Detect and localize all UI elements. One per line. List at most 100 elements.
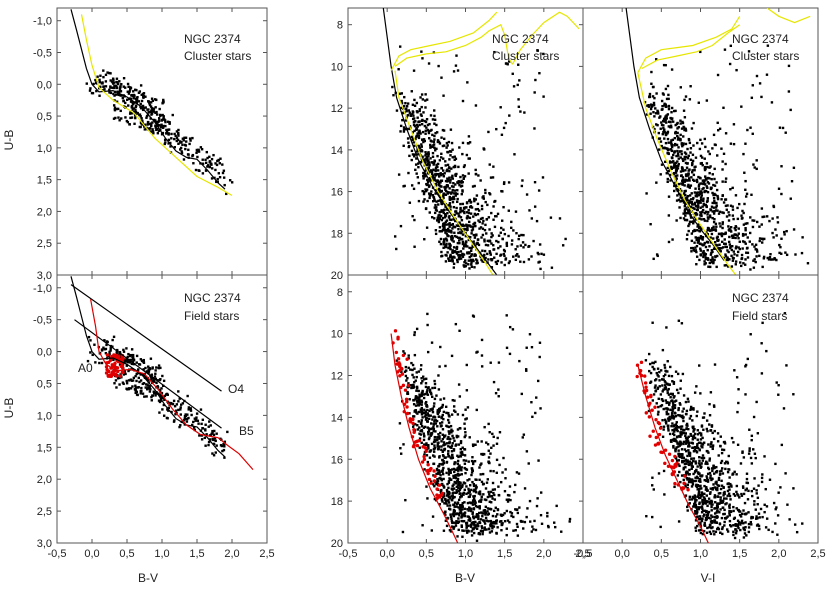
star-point: [438, 477, 441, 480]
star-point: [135, 361, 138, 364]
star-point: [696, 229, 699, 232]
star-point: [422, 435, 426, 438]
star-point: [422, 396, 426, 400]
star-point: [444, 405, 448, 408]
star-point: [649, 371, 653, 375]
star-point: [155, 98, 158, 102]
star-point: [648, 362, 652, 366]
star-point: [671, 429, 674, 432]
star-point: [418, 129, 421, 132]
star-point: [486, 443, 490, 446]
star-point: [475, 242, 478, 245]
star-point: [489, 523, 492, 526]
star-point: [742, 223, 746, 226]
star-point: [460, 494, 463, 498]
star-point: [413, 144, 416, 148]
star-point: [444, 179, 448, 183]
star-point: [130, 94, 133, 97]
star-point: [211, 167, 214, 170]
star-point: [431, 407, 434, 410]
star-point: [500, 189, 503, 193]
star-point: [140, 117, 143, 120]
star-point: [436, 469, 439, 472]
star-point: [664, 116, 667, 119]
star-point: [457, 482, 461, 485]
star-point: [706, 213, 709, 216]
star-point: [691, 159, 695, 163]
star-point: [686, 454, 689, 458]
star-point: [132, 97, 135, 100]
star-point: [421, 138, 424, 142]
x-tick-label: 1,5: [497, 548, 512, 560]
star-point: [451, 148, 454, 151]
star-point: [674, 427, 678, 430]
star-point: [491, 481, 495, 485]
star-point: [421, 380, 424, 383]
star-point: [448, 245, 451, 248]
star-point: [456, 501, 460, 504]
star-point: [453, 501, 457, 504]
star-point: [150, 373, 154, 376]
star-point: [787, 64, 791, 68]
star-point: [197, 422, 200, 425]
star-point: [435, 163, 438, 167]
star-point: [450, 141, 454, 145]
star-point: [460, 193, 463, 196]
star-point: [737, 227, 740, 230]
star-point: [412, 403, 416, 406]
star-point: [398, 422, 402, 425]
star-point: [654, 107, 657, 110]
star-point: [690, 485, 694, 488]
star-point: [792, 228, 796, 231]
star-point: [167, 406, 171, 410]
star-point: [214, 162, 217, 165]
star-point: [104, 80, 108, 83]
y-tick-label: -0,5: [33, 48, 52, 60]
star-point: [465, 525, 468, 528]
star-point: [688, 168, 691, 171]
star-point: [436, 478, 439, 481]
star-point: [744, 526, 747, 529]
member-points: [391, 329, 444, 500]
star-point: [441, 463, 444, 466]
star-point: [426, 123, 430, 127]
star-point: [489, 176, 493, 179]
star-point: [428, 390, 432, 393]
star-point: [699, 50, 702, 54]
star-point: [452, 255, 455, 258]
star-point: [435, 131, 439, 134]
star-point: [407, 109, 411, 112]
star-point: [150, 107, 154, 110]
star-point: [150, 378, 153, 382]
star-point: [746, 222, 749, 225]
star-point: [497, 361, 501, 364]
star-point: [440, 136, 443, 139]
star-point: [672, 403, 675, 406]
star-point: [473, 523, 476, 527]
star-point: [453, 189, 457, 192]
x-tick-label: -0,5: [48, 548, 67, 560]
star-point: [433, 402, 436, 405]
star-point: [461, 152, 464, 156]
star-point: [431, 118, 435, 121]
member-point: [113, 372, 117, 377]
star-point: [486, 252, 489, 256]
star-point: [504, 468, 507, 471]
star-point: [465, 468, 469, 471]
star-point: [446, 234, 449, 237]
star-point: [487, 258, 490, 261]
star-point: [659, 127, 662, 130]
star-point: [470, 467, 474, 470]
star-point: [728, 506, 731, 509]
star-point: [166, 120, 170, 123]
star-point: [742, 527, 746, 531]
star-point: [699, 247, 702, 250]
star-point: [448, 504, 452, 507]
star-point: [447, 166, 451, 170]
star-point: [717, 212, 721, 215]
model-line: [90, 299, 254, 470]
star-point: [676, 372, 680, 376]
star-point: [429, 432, 433, 435]
star-point: [507, 498, 510, 501]
star-point: [150, 123, 153, 127]
